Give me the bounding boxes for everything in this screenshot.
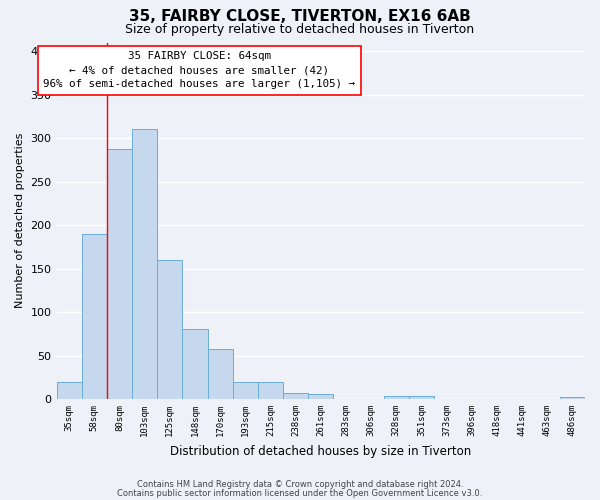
Bar — [383, 396, 409, 399]
Text: Contains public sector information licensed under the Open Government Licence v3: Contains public sector information licen… — [118, 488, 482, 498]
Text: 35, FAIRBY CLOSE, TIVERTON, EX16 6AB: 35, FAIRBY CLOSE, TIVERTON, EX16 6AB — [129, 9, 471, 24]
Bar — [308, 394, 334, 399]
Bar — [233, 382, 258, 399]
Text: Contains HM Land Registry data © Crown copyright and database right 2024.: Contains HM Land Registry data © Crown c… — [137, 480, 463, 489]
Bar — [258, 382, 283, 399]
Bar — [132, 130, 157, 399]
Bar — [409, 396, 434, 399]
Text: 35 FAIRBY CLOSE: 64sqm
← 4% of detached houses are smaller (42)
96% of semi-deta: 35 FAIRBY CLOSE: 64sqm ← 4% of detached … — [43, 52, 355, 90]
Bar — [208, 348, 233, 399]
Bar — [157, 260, 182, 399]
Bar — [107, 148, 132, 399]
Bar — [283, 393, 308, 399]
Bar — [82, 234, 107, 399]
Bar — [560, 398, 585, 399]
Y-axis label: Number of detached properties: Number of detached properties — [15, 133, 25, 308]
X-axis label: Distribution of detached houses by size in Tiverton: Distribution of detached houses by size … — [170, 444, 472, 458]
Bar — [182, 330, 208, 399]
Bar — [56, 382, 82, 399]
Text: Size of property relative to detached houses in Tiverton: Size of property relative to detached ho… — [125, 22, 475, 36]
